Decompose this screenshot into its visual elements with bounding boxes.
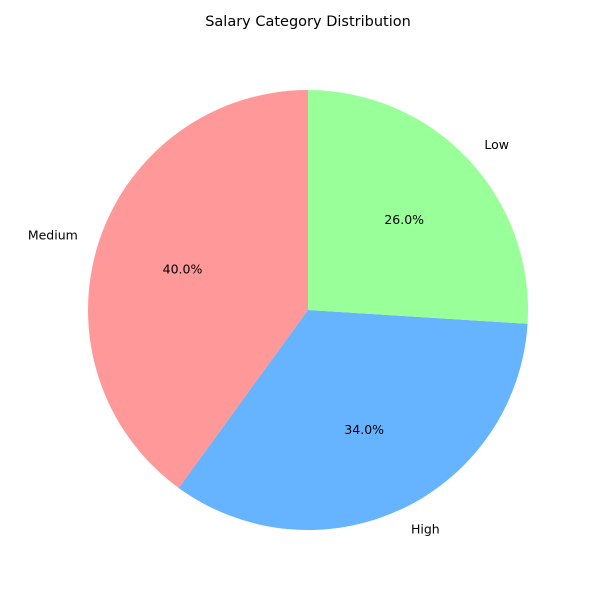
pie-labels: Medium 40.0% High 34.0% Low 26.0%: [28, 137, 509, 537]
pie-slices: [88, 89, 529, 530]
pie-slice-high: [178, 310, 528, 530]
slice-label-medium: Medium: [28, 228, 78, 243]
chart-title: Salary Category Distribution: [205, 14, 411, 30]
percent-label-medium: 40.0%: [163, 262, 203, 277]
percent-label-high: 34.0%: [344, 422, 384, 437]
slice-label-high: High: [411, 522, 440, 537]
pie-slice-low: [308, 89, 529, 324]
pie-slice-medium: [88, 90, 309, 488]
slice-label-low: Low: [484, 137, 509, 152]
percent-label-low: 26.0%: [384, 212, 424, 227]
